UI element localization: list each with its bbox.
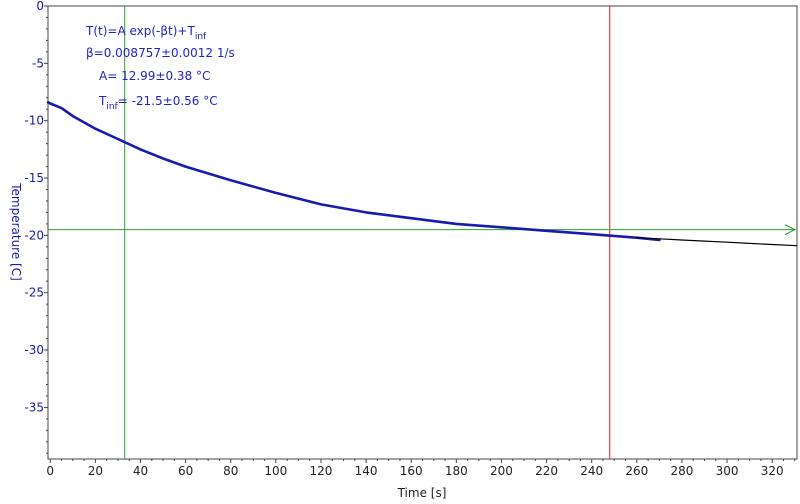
x-tick-label: 220 (535, 464, 558, 478)
cursors (48, 6, 797, 459)
y-tick-label: -5 (32, 56, 44, 70)
y-tick-label: -20 (24, 228, 44, 242)
x-tick-label: 80 (223, 464, 238, 478)
x-tick-label: 160 (400, 464, 423, 478)
x-tick-label: 300 (716, 464, 739, 478)
fit-equation: T(t)=A exp(-βt)+Tinf (85, 24, 207, 42)
fit-beta: β=0.008757±0.0012 1/s (86, 46, 235, 60)
x-tick-label: 100 (264, 464, 287, 478)
x-ticks: 0 20 40 60 80 100 120 140 160 180 200 220 240 260 280 3… (46, 459, 796, 478)
x-tick-label: 0 (46, 464, 54, 478)
x-tick-label: 140 (355, 464, 378, 478)
y-tick-label: -35 (24, 400, 44, 414)
fit-annotation: T(t)=A exp(-βt)+Tinf β=0.008757±0.0012 1… (85, 24, 235, 112)
y-tick-label: -30 (24, 343, 44, 357)
y-ticks: 0 -5 -10 -15 -20 -25 -30 -35 (24, 0, 48, 454)
measured-data-line (46, 101, 661, 242)
y-tick-label: -10 (24, 114, 44, 128)
y-tick-label: 0 (36, 0, 44, 13)
cursor-arrow-head (784, 224, 797, 236)
x-tick-label: 200 (490, 464, 513, 478)
y-tick-label: -15 (24, 171, 44, 185)
x-tick-label: 180 (445, 464, 468, 478)
y-axis-label: Temperature [C] (9, 182, 23, 281)
x-tick-label: 240 (580, 464, 603, 478)
x-tick-label: 280 (670, 464, 693, 478)
x-tick-label: 20 (88, 464, 103, 478)
x-tick-label: 40 (133, 464, 148, 478)
series-layer (46, 101, 798, 247)
y-tick-label: -25 (24, 286, 44, 300)
x-tick-label: 60 (178, 464, 193, 478)
fit-tinf: Tinf= -21.5±0.56 °C (98, 94, 218, 112)
fit-amplitude: A= 12.99±0.38 °C (99, 69, 210, 83)
x-tick-label: 120 (310, 464, 333, 478)
x-axis-label: Time [s] (397, 486, 447, 500)
x-tick-label: 320 (761, 464, 784, 478)
x-tick-label: 260 (625, 464, 648, 478)
fit-curve-line (636, 237, 798, 247)
